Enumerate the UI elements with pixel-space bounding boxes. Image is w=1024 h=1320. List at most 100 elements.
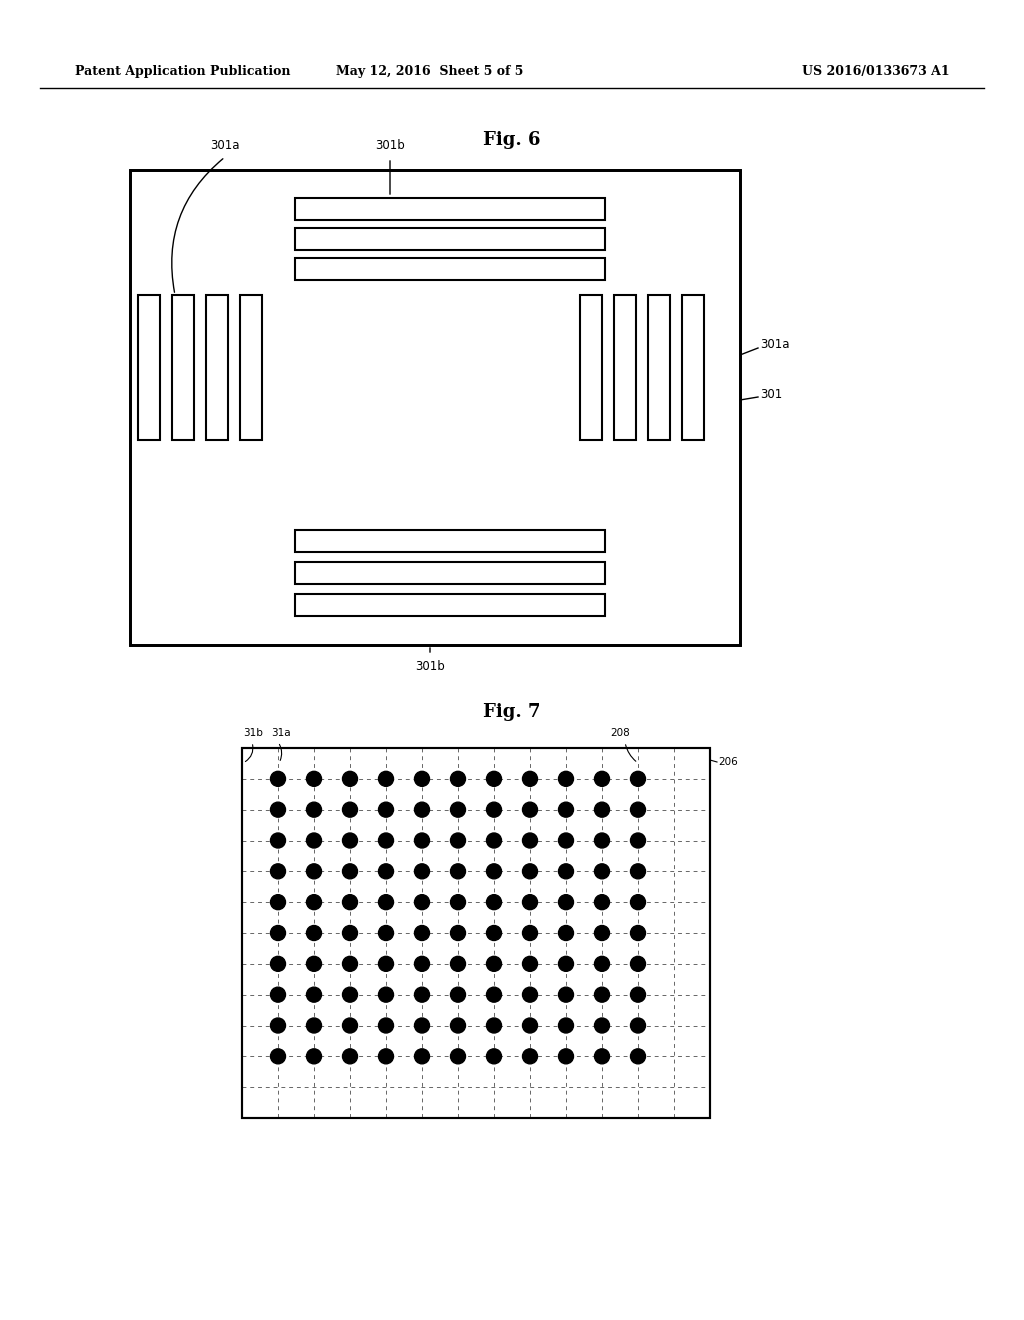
Circle shape bbox=[379, 863, 393, 879]
Circle shape bbox=[306, 803, 322, 817]
Circle shape bbox=[306, 1018, 322, 1034]
Circle shape bbox=[342, 987, 357, 1002]
Circle shape bbox=[270, 987, 286, 1002]
Text: 301: 301 bbox=[760, 388, 782, 401]
Circle shape bbox=[415, 1018, 429, 1034]
Circle shape bbox=[342, 1049, 357, 1064]
Circle shape bbox=[306, 956, 322, 972]
Bar bbox=[242, 748, 710, 1118]
Circle shape bbox=[270, 956, 286, 972]
Circle shape bbox=[522, 956, 538, 972]
Circle shape bbox=[522, 1018, 538, 1034]
Circle shape bbox=[415, 863, 429, 879]
Circle shape bbox=[379, 895, 393, 909]
Circle shape bbox=[379, 771, 393, 787]
Circle shape bbox=[379, 956, 393, 972]
Circle shape bbox=[595, 833, 609, 847]
Circle shape bbox=[631, 803, 645, 817]
Bar bbox=[295, 562, 605, 583]
Circle shape bbox=[558, 987, 573, 1002]
Circle shape bbox=[306, 863, 322, 879]
Circle shape bbox=[595, 956, 609, 972]
Circle shape bbox=[558, 1018, 573, 1034]
Circle shape bbox=[558, 1049, 573, 1064]
Circle shape bbox=[522, 1049, 538, 1064]
Circle shape bbox=[486, 803, 502, 817]
Circle shape bbox=[270, 1049, 286, 1064]
Circle shape bbox=[451, 803, 466, 817]
Circle shape bbox=[415, 987, 429, 1002]
Circle shape bbox=[595, 863, 609, 879]
Circle shape bbox=[486, 771, 502, 787]
Circle shape bbox=[306, 987, 322, 1002]
Circle shape bbox=[522, 771, 538, 787]
Circle shape bbox=[522, 833, 538, 847]
Circle shape bbox=[270, 863, 286, 879]
Circle shape bbox=[379, 1018, 393, 1034]
Text: 31a: 31a bbox=[271, 729, 291, 738]
Circle shape bbox=[558, 895, 573, 909]
Bar bbox=[240, 294, 262, 440]
Circle shape bbox=[451, 833, 466, 847]
Text: 301a: 301a bbox=[760, 338, 790, 351]
Circle shape bbox=[451, 987, 466, 1002]
Text: US 2016/0133673 A1: US 2016/0133673 A1 bbox=[803, 66, 950, 78]
Circle shape bbox=[306, 1049, 322, 1064]
Bar bbox=[295, 257, 605, 280]
Bar bbox=[242, 748, 710, 1118]
Circle shape bbox=[342, 803, 357, 817]
Circle shape bbox=[486, 925, 502, 940]
Circle shape bbox=[595, 803, 609, 817]
Bar bbox=[295, 594, 605, 616]
Circle shape bbox=[631, 771, 645, 787]
Text: 301a: 301a bbox=[210, 139, 240, 152]
Text: Fig. 6: Fig. 6 bbox=[483, 131, 541, 149]
Circle shape bbox=[631, 925, 645, 940]
Bar bbox=[172, 294, 194, 440]
Circle shape bbox=[522, 863, 538, 879]
Circle shape bbox=[342, 925, 357, 940]
Circle shape bbox=[486, 863, 502, 879]
Bar bbox=[295, 531, 605, 552]
Circle shape bbox=[595, 895, 609, 909]
Circle shape bbox=[631, 833, 645, 847]
Circle shape bbox=[451, 771, 466, 787]
Circle shape bbox=[379, 1049, 393, 1064]
Bar bbox=[206, 294, 228, 440]
Bar bbox=[614, 294, 636, 440]
Circle shape bbox=[342, 956, 357, 972]
Circle shape bbox=[379, 803, 393, 817]
Text: 301b: 301b bbox=[375, 139, 404, 152]
Bar bbox=[682, 294, 705, 440]
Circle shape bbox=[342, 895, 357, 909]
Circle shape bbox=[270, 833, 286, 847]
Circle shape bbox=[415, 895, 429, 909]
Circle shape bbox=[522, 925, 538, 940]
Circle shape bbox=[595, 987, 609, 1002]
Bar bbox=[130, 170, 740, 645]
Circle shape bbox=[342, 771, 357, 787]
Circle shape bbox=[342, 833, 357, 847]
Circle shape bbox=[558, 925, 573, 940]
Circle shape bbox=[451, 925, 466, 940]
Circle shape bbox=[451, 863, 466, 879]
Circle shape bbox=[270, 925, 286, 940]
Circle shape bbox=[558, 956, 573, 972]
Circle shape bbox=[595, 1049, 609, 1064]
Circle shape bbox=[415, 1049, 429, 1064]
Bar bbox=[295, 228, 605, 249]
Circle shape bbox=[451, 956, 466, 972]
Circle shape bbox=[306, 771, 322, 787]
Text: Patent Application Publication: Patent Application Publication bbox=[75, 66, 291, 78]
Bar bbox=[130, 170, 740, 645]
Bar bbox=[648, 294, 670, 440]
Circle shape bbox=[522, 895, 538, 909]
Circle shape bbox=[522, 987, 538, 1002]
Circle shape bbox=[631, 1018, 645, 1034]
Circle shape bbox=[451, 895, 466, 909]
Text: 206: 206 bbox=[718, 756, 737, 767]
Circle shape bbox=[558, 833, 573, 847]
Circle shape bbox=[631, 895, 645, 909]
Bar bbox=[295, 198, 605, 220]
Text: 301b: 301b bbox=[415, 660, 444, 673]
